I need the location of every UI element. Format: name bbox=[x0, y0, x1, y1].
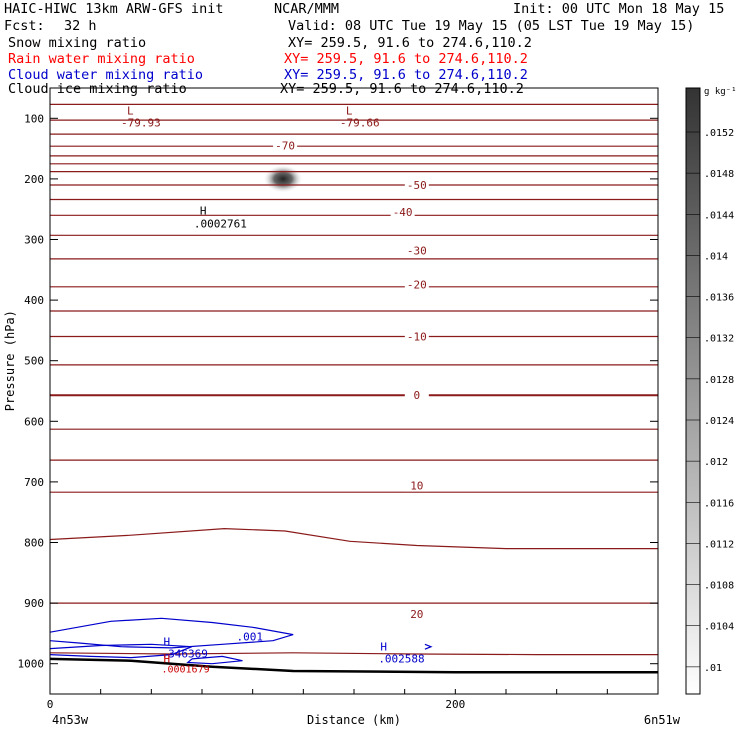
field-xy-snow: XY= 259.5, 91.6 to 274.6,110.2 bbox=[288, 35, 532, 51]
temperature-contour-label: -50 bbox=[407, 179, 427, 192]
y-tick-label: 500 bbox=[24, 355, 44, 368]
cloud-water-contour bbox=[50, 643, 193, 659]
y-tick-label: 700 bbox=[24, 476, 44, 489]
colorbar-label: .0136 bbox=[704, 293, 734, 304]
cloud-water-maximum-marker: H bbox=[380, 640, 387, 653]
temperature-minimum-value: -79.66 bbox=[340, 117, 380, 130]
colorbar-label: .0128 bbox=[704, 375, 734, 386]
contour-label-bg bbox=[390, 205, 415, 219]
temperature-minimum-marker: L bbox=[346, 105, 353, 118]
colorbar-label: .0108 bbox=[704, 581, 734, 592]
fcst-label: Fcst: bbox=[4, 18, 45, 34]
temperature-minimum-marker: L bbox=[127, 105, 134, 118]
colorbar-label: .0124 bbox=[704, 416, 734, 427]
x-axis-label: Distance (km) bbox=[307, 713, 401, 727]
field-xy-rain: XY= 259.5, 91.6 to 274.6,110.2 bbox=[284, 51, 528, 67]
valid-time: Valid: 08 UTC Tue 19 May 15 (05 LST Tue … bbox=[288, 18, 695, 34]
temperature-contour-label: -40 bbox=[393, 206, 413, 219]
cloud-water-contour bbox=[186, 655, 243, 665]
colorbar bbox=[685, 87, 701, 695]
y-tick-label: 900 bbox=[24, 597, 44, 610]
contour-label-bg bbox=[404, 329, 429, 343]
contour-label-bg bbox=[404, 478, 429, 492]
terrain-line bbox=[50, 657, 658, 674]
temperature-contour-label: -70 bbox=[275, 140, 295, 153]
colorbar-label: .0148 bbox=[704, 169, 734, 180]
init-time: Init: 00 UTC Mon 18 May 15 bbox=[513, 1, 725, 17]
y-tick-label: 800 bbox=[24, 537, 44, 550]
colorbar-label: .0104 bbox=[704, 622, 734, 633]
cloud-water-contour-label: .001 bbox=[236, 630, 263, 643]
model-title: HAIC-HIWC 13km ARW-GFS init bbox=[4, 1, 224, 17]
ice-maximum-value: .0002761 bbox=[194, 217, 247, 230]
temperature-contour-label: 10 bbox=[410, 480, 423, 493]
y-tick-label: 200 bbox=[24, 173, 44, 186]
field-xy-cloud-ice: XY= 259.5, 91.6 to 274.6,110.2 bbox=[280, 81, 524, 97]
ice-maximum-marker: H bbox=[200, 204, 207, 217]
colorbar-label: .0116 bbox=[704, 498, 734, 509]
contour-label-bg bbox=[404, 607, 429, 621]
field-name-rain: Rain water mixing ratio bbox=[8, 51, 195, 67]
y-tick-label: 400 bbox=[24, 294, 44, 307]
colorbar-label: .012 bbox=[704, 457, 728, 468]
contour-label-bg bbox=[404, 277, 429, 291]
field-xy-cloud-water: XY= 259.5, 91.6 to 274.6,110.2 bbox=[284, 67, 528, 83]
rain-water-maximum-marker: H bbox=[163, 653, 170, 666]
colorbar-label: .0132 bbox=[704, 334, 734, 345]
field-name-cloud-ice: Cloud ice mixing ratio bbox=[8, 81, 187, 97]
cloud-water-contour bbox=[50, 617, 294, 649]
temperature-contour-label: -30 bbox=[407, 244, 427, 257]
x-endpoint-left: 4n53w bbox=[52, 713, 89, 727]
contour-label-bg bbox=[273, 138, 298, 152]
y-tick-label: 600 bbox=[24, 415, 44, 428]
contour-label-bg bbox=[404, 243, 429, 257]
temperature-contour-label: -20 bbox=[407, 278, 427, 291]
temperature-contour-line bbox=[50, 652, 658, 656]
cloud-water-contour bbox=[424, 643, 433, 650]
y-tick-label: 1000 bbox=[18, 658, 45, 671]
cloud-water-maximum-value: .002588 bbox=[378, 652, 424, 665]
temperature-contour-label: -10 bbox=[407, 330, 427, 343]
cloud-water-maximum-value: .346369 bbox=[161, 648, 207, 661]
contour-label-bg bbox=[404, 177, 429, 191]
temperature-minimum-value: -79.93 bbox=[121, 117, 161, 130]
temperature-contour-label: 20 bbox=[410, 608, 423, 621]
field-name-snow: Snow mixing ratio bbox=[8, 35, 147, 51]
colorbar-label: .0152 bbox=[704, 128, 734, 139]
org-label: NCAR/MMM bbox=[274, 1, 340, 17]
colorbar-label: .0144 bbox=[704, 210, 734, 221]
temperature-contour-label: 0 bbox=[414, 389, 421, 402]
colorbar-label: .014 bbox=[704, 251, 728, 262]
temperature-contour-line bbox=[50, 527, 658, 550]
x-tick-label: 200 bbox=[445, 698, 465, 711]
field-name-cloud-water: Cloud water mixing ratio bbox=[8, 67, 204, 83]
x-tick-label: 0 bbox=[47, 698, 54, 711]
rain-water-maximum-value: .0001679 bbox=[161, 665, 209, 676]
x-endpoint-right: 6n51w bbox=[644, 713, 681, 727]
ice-mixing-ratio-blob bbox=[263, 164, 304, 193]
y-tick-label: 300 bbox=[24, 234, 44, 247]
colorbar-label: .0112 bbox=[704, 539, 734, 550]
colorbar-unit: g kg⁻¹ bbox=[704, 87, 737, 97]
cloud-water-maximum-marker: H bbox=[163, 636, 170, 649]
fcst-value: 32 h bbox=[64, 18, 97, 34]
y-axis-label: Pressure (hPa) bbox=[3, 310, 17, 411]
colorbar-label: .01 bbox=[704, 663, 722, 674]
contour-label-bg bbox=[404, 388, 429, 402]
y-tick-label: 100 bbox=[24, 112, 44, 125]
